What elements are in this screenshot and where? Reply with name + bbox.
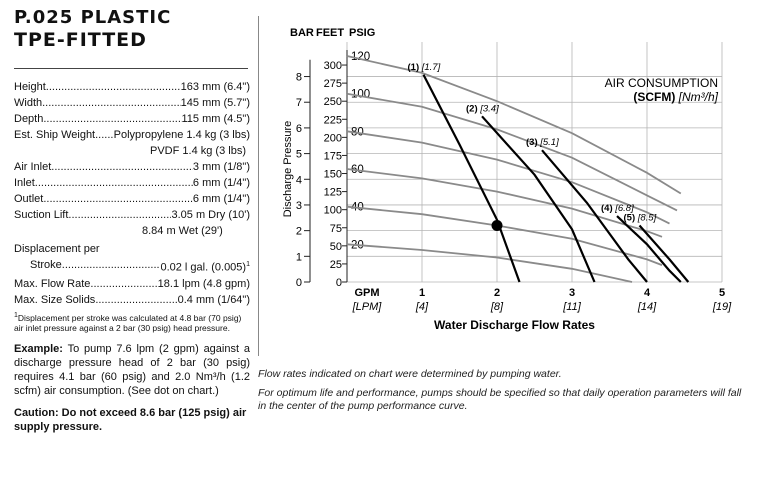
- air-pressure-curve-40: [346, 205, 663, 266]
- air-pressure-curve-80: [346, 130, 670, 225]
- air-consumption-title: AIR CONSUMPTION: [605, 76, 718, 90]
- example-paragraph: Example: To pump 7.6 lpm (2 gpm) against…: [14, 343, 250, 398]
- y-tick-feet: 50: [330, 241, 342, 253]
- x-unit-gpm: GPM: [354, 287, 379, 299]
- y-axis-label: Discharge Pressure: [282, 121, 294, 218]
- x-tick-gpm: 2: [494, 287, 500, 299]
- y-tick-bar: 1: [296, 251, 302, 263]
- air-units-scfm: (SCFM): [633, 90, 678, 104]
- y-tick-feet: 175: [324, 150, 342, 162]
- air-pressure-curve-20: [346, 243, 633, 283]
- consumption-metric-label: [8.5]: [637, 213, 657, 224]
- header-divider: [14, 68, 248, 69]
- note-optimum-life: For optimum life and performance, pumps …: [258, 387, 742, 412]
- air-consumption-curve-4: [616, 215, 682, 283]
- consumption-metric-label: [1.7]: [421, 62, 441, 73]
- product-title: P.025 PLASTIC: [14, 7, 172, 28]
- caution-text: Caution: Do not exceed 8.6 bar (125 psig…: [14, 407, 247, 434]
- spec-suction-lift: Suction Lift3.05 m Dry (10'): [14, 207, 250, 223]
- x-axis-label: Water Discharge Flow Rates: [434, 318, 595, 332]
- y-tick-bar: 8: [296, 72, 302, 84]
- y-tick-feet: 0: [336, 277, 342, 289]
- spec-width: Width145 mm (5.7"): [14, 95, 250, 111]
- vertical-divider: [258, 16, 259, 356]
- air-pressure-curve-120: [346, 55, 682, 195]
- air-consumption-curve-3: [541, 149, 648, 283]
- product-subtitle: TPE-FITTED: [14, 29, 147, 51]
- consumption-scfm-label: (5): [624, 213, 638, 224]
- y-tick-bar: 3: [296, 200, 302, 212]
- air-consumption-units: (SCFM) [Nm³/h]: [633, 90, 718, 104]
- chart-notes: Flow rates indicated on chart were deter…: [258, 368, 748, 419]
- air-consumption-label-3: (3) [5.1]: [526, 137, 559, 148]
- consumption-scfm-label: (3): [526, 137, 540, 148]
- y-tick-feet: 250: [324, 96, 342, 108]
- displacement-footnote: 1Displacement per stroke was calculated …: [14, 311, 242, 334]
- y-tick-bar: 2: [296, 226, 302, 238]
- air-consumption-curve-1: [422, 74, 521, 283]
- y-tick-feet: 200: [324, 132, 342, 144]
- y-tick-feet: 125: [324, 187, 342, 199]
- x-tick-gpm: 5: [719, 287, 725, 299]
- y-tick-bar: 0: [296, 277, 302, 289]
- consumption-scfm-label: (1): [408, 62, 422, 73]
- y-tick-feet: 225: [324, 114, 342, 126]
- y-tick-bar: 7: [296, 97, 302, 109]
- note-flow-rates: Flow rates indicated on chart were deter…: [258, 368, 562, 380]
- air-consumption-label-5: (5) [8.5]: [624, 213, 657, 224]
- air-consumption-curve-2: [481, 115, 596, 283]
- air-units-metric: [Nm³/h]: [678, 90, 719, 104]
- axis-header-feet: FEET: [316, 27, 344, 39]
- axis-header-bar: BAR: [290, 27, 314, 39]
- x-tick-lpm: [4]: [415, 301, 429, 313]
- y-tick-feet: 275: [324, 78, 342, 90]
- air-pressure-curve-60: [346, 168, 663, 238]
- performance-chart: BAR FEET PSIG01234567802550751001251501752…: [282, 27, 732, 332]
- spec-ship-weight-pvdf: PVDF 1.4 kg (3 lbs): [150, 145, 246, 157]
- specs-list: Height163 mm (6.4") Width145 mm (5.7") D…: [14, 79, 250, 434]
- example-point-dot: [491, 220, 503, 231]
- y-tick-bar: 4: [296, 174, 302, 186]
- spec-height: Height163 mm (6.4"): [14, 79, 250, 95]
- x-unit-lpm: [LPM]: [352, 301, 383, 313]
- x-tick-gpm: 1: [419, 287, 425, 299]
- air-pressure-curve-100: [346, 92, 678, 212]
- y-tick-bar: 6: [296, 123, 302, 135]
- spec-ship-weight: Est. Ship WeightPolypropylene 1.4 kg (3 …: [14, 127, 250, 143]
- x-tick-lpm: [14]: [637, 301, 657, 313]
- air-consumption-label-2: (2) [3.4]: [466, 103, 499, 114]
- y-tick-feet: 150: [324, 169, 342, 181]
- x-tick-gpm: 4: [644, 287, 651, 299]
- consumption-scfm-label: (2): [466, 103, 480, 114]
- spec-stroke: Stroke0.02 l gal. (0.005)1: [14, 257, 250, 276]
- spec-depth: Depth115 mm (4.5"): [14, 111, 250, 127]
- consumption-metric-label: [5.1]: [539, 137, 559, 148]
- spec-max-flow: Max. Flow Rate18.1 lpm (4.8 gpm): [14, 276, 250, 292]
- spec-suction-lift-wet: 8.84 m Wet (29'): [142, 225, 223, 237]
- x-tick-gpm: 3: [569, 287, 575, 299]
- y-tick-bar: 5: [296, 149, 302, 161]
- spec-inlet: Inlet6 mm (1/4"): [14, 175, 250, 191]
- axis-header-psig: PSIG: [349, 27, 375, 39]
- spec-air-inlet: Air Inlet3 mm (1/8"): [14, 159, 250, 175]
- y-tick-feet: 300: [324, 60, 342, 72]
- consumption-metric-label: [3.4]: [479, 103, 499, 114]
- air-consumption-label-4: (4) [6.8]: [601, 203, 634, 214]
- x-tick-lpm: [19]: [712, 301, 732, 313]
- spec-max-solids: Max. Size Solids0.4 mm (1/64"): [14, 292, 250, 308]
- y-tick-feet: 75: [330, 223, 342, 235]
- x-tick-lpm: [8]: [490, 301, 504, 313]
- product-header: P.025 PLASTIC TPE-FITTED: [14, 7, 248, 52]
- spec-outlet: Outlet6 mm (1/4"): [14, 191, 250, 207]
- air-consumption-label-1: (1) [1.7]: [408, 62, 441, 73]
- air-consumption-curve-5: [638, 224, 690, 283]
- x-tick-lpm: [11]: [562, 301, 581, 313]
- consumption-scfm-label: (4): [601, 203, 615, 214]
- spec-displacement-label: Displacement per: [14, 243, 100, 255]
- y-tick-feet: 100: [324, 205, 342, 217]
- consumption-metric-label: [6.8]: [614, 203, 634, 214]
- y-tick-feet: 25: [330, 259, 342, 271]
